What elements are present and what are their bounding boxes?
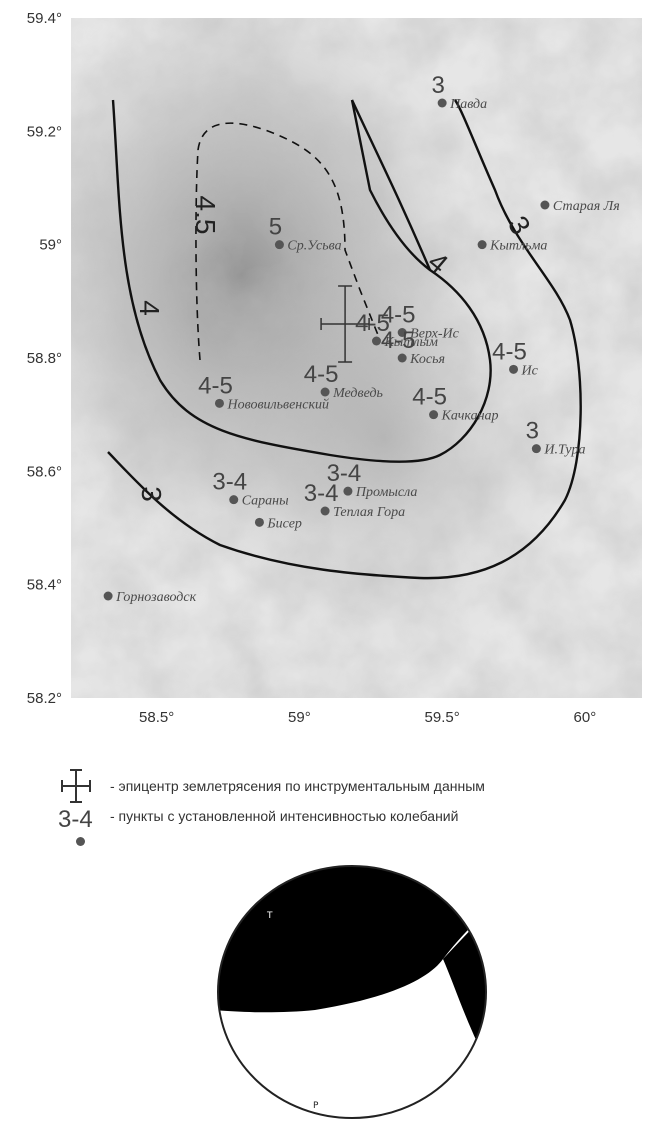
- isoseismal-map: 58.2°58.4°58.6°58.8°59°59.2°59.4° 58.5° 5…: [27, 10, 642, 726]
- settlement-dot: [103, 591, 113, 601]
- settlement-name: Качканар: [441, 409, 499, 424]
- epicenter-symbol-icon: [61, 769, 91, 803]
- settlement-name: Горнозаводск: [115, 590, 196, 605]
- lat-tick-label: 59.4°: [27, 10, 62, 27]
- settlement-name: Косья: [409, 352, 445, 367]
- settlement-2: Ср.Усьва 5: [269, 214, 342, 254]
- isoseismal-label: 3: [136, 486, 167, 502]
- settlement-name: Промысла: [355, 485, 417, 500]
- intensity-value: 4-5: [198, 372, 233, 399]
- isoseismal-line: [111, 99, 492, 463]
- intensity-value: 3-4: [212, 469, 247, 496]
- settlement-dot: [540, 200, 550, 210]
- lat-tick-label: 58.4°: [27, 577, 62, 594]
- lon-tick-label: 59°: [288, 709, 311, 726]
- settlement-16: Горнозаводск: [103, 590, 197, 605]
- lon-tick-label: 58.5°: [139, 709, 174, 726]
- t-axis-label: T: [266, 911, 273, 921]
- legend-intensity-text: - пункты с установленной интенсивностью …: [110, 808, 459, 824]
- focal-mechanism-beachball: T P: [217, 865, 487, 1119]
- settlement-dot: [437, 98, 447, 108]
- intensity-value: 4-5: [381, 302, 416, 329]
- settlement-dot: [274, 240, 284, 250]
- lon-tick-label: 60°: [574, 709, 597, 726]
- intensity-value: 3-4: [327, 460, 362, 487]
- settlement-dot: [509, 364, 519, 374]
- intensity-value: 4-5: [381, 327, 416, 354]
- intensity-value: 3-4: [304, 480, 339, 507]
- settlement-dot: [397, 328, 407, 337]
- settlement-name: Теплая Гора: [333, 505, 405, 520]
- intensity-value: 4-5: [304, 361, 339, 388]
- epicenter-marker: [320, 285, 370, 363]
- settlement-name: И.Тура: [543, 443, 585, 458]
- settlement-name: Сараны: [242, 494, 289, 509]
- settlement-name: Ср.Усьва: [287, 239, 341, 254]
- settlement-dot: [254, 517, 264, 527]
- p-axis-label: P: [313, 1101, 319, 1111]
- lat-tick-label: 59°: [39, 237, 62, 254]
- intensity-value: 4-5: [355, 310, 390, 337]
- settlement-name: Ис: [521, 363, 539, 378]
- isoseismal-line: [107, 99, 582, 580]
- settlement-dot: [477, 240, 487, 250]
- isoseismal-line: [350, 99, 432, 271]
- lat-tick-label: 58.8°: [27, 350, 62, 367]
- intensity-value: 3: [431, 72, 444, 99]
- lat-tick-label: 59.2°: [27, 123, 62, 140]
- settlement-1: Старая Ля: [540, 199, 620, 214]
- settlement-name: Старая Ля: [553, 199, 620, 214]
- compressional-quadrant-upper: [218, 866, 486, 1013]
- settlement-dot-icon: [76, 837, 85, 846]
- settlement-name: Кытлым: [383, 335, 437, 350]
- isoseismal-label: 4.5: [190, 196, 221, 235]
- legend: - эпицентр землетрясения по инструментал…: [0, 760, 652, 870]
- isoseismal-label: 4: [134, 300, 165, 316]
- intensity-value: 3: [526, 418, 539, 445]
- legend-intensity-symbol: 3-4: [58, 806, 93, 833]
- settlement-name: Верх-Ис: [410, 327, 459, 342]
- settlement-dot: [229, 495, 239, 505]
- settlement-15: Бисер: [254, 516, 302, 531]
- settlement-name: Медведь: [332, 386, 383, 401]
- settlement-0: Павда 3: [431, 72, 487, 112]
- settlement-dot: [429, 410, 439, 420]
- settlement-dot: [343, 486, 353, 496]
- settlement-dot: [320, 506, 330, 516]
- settlement-dot: [397, 353, 407, 363]
- intensity-value: 4-5: [412, 384, 447, 411]
- settlement-name: Павда: [449, 97, 487, 112]
- settlement-dot: [371, 336, 381, 346]
- longitude-tick-labels: 58.5° 59° 59.5° 60°: [139, 709, 596, 726]
- settlement-dot: [320, 387, 330, 397]
- intensity-value: 4-5: [492, 338, 527, 365]
- settlement-3: Кытльма: [477, 239, 547, 254]
- settlement-4: Верх-Ис4-5: [381, 302, 460, 342]
- settlement-7: Ис4-5: [492, 338, 538, 378]
- settlement-dot: [531, 444, 541, 454]
- lon-tick-label: 59.5°: [425, 709, 460, 726]
- settlement-name: Кытльма: [489, 239, 547, 254]
- settlement-name: Бисер: [266, 516, 302, 531]
- lat-tick-label: 58.2°: [27, 690, 62, 707]
- relief-background: [71, 18, 642, 698]
- lat-tick-label: 58.6°: [27, 463, 62, 480]
- settlement-dot: [214, 398, 224, 408]
- settlement-name: Нововильвенский: [226, 397, 329, 412]
- isoseismal-line: [195, 122, 381, 361]
- intensity-value: 5: [269, 214, 282, 241]
- latitude-tick-labels: 58.2° 58.4° 58.6° 58.8° 59° 59.2° 59.4°: [27, 10, 62, 707]
- settlement-11: И.Тура 3: [526, 418, 586, 458]
- legend-epicenter-text: - эпицентр землетрясения по инструментал…: [110, 778, 485, 794]
